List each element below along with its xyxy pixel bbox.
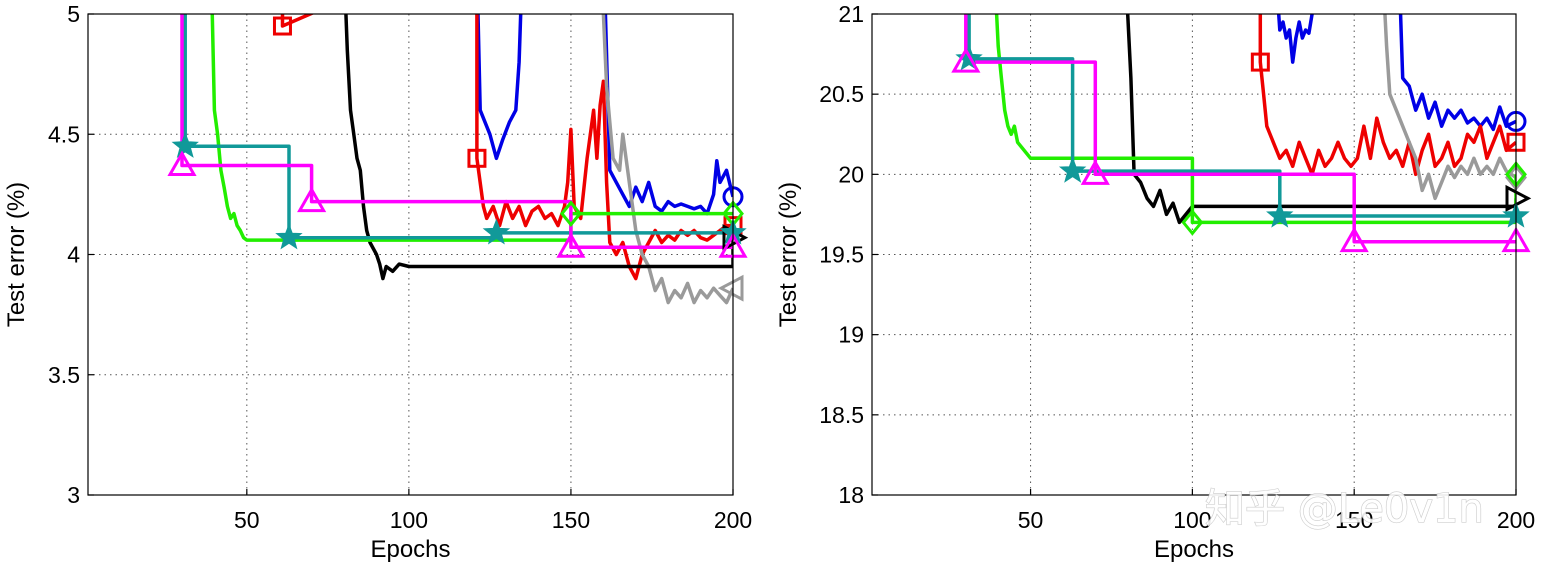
marker-triangle-right bbox=[1505, 184, 1532, 212]
series-line-gray bbox=[1383, 14, 1516, 201]
y-tick-label: 19.5 bbox=[819, 242, 864, 268]
y-tick-label: 18.5 bbox=[819, 402, 864, 428]
y-tick-label: 20.5 bbox=[819, 81, 864, 107]
series-line-gray bbox=[601, 14, 733, 305]
marker-diamond bbox=[1181, 209, 1204, 236]
watermark-text: 知乎 @Le0v1n bbox=[1205, 486, 1484, 532]
x-tick-label: 100 bbox=[390, 507, 428, 533]
x-tick-label: 200 bbox=[714, 507, 752, 533]
y-tick-label: 20 bbox=[838, 161, 864, 187]
x-tick-label: 100 bbox=[1173, 507, 1211, 533]
y-axis-label: Test error (%) bbox=[775, 182, 802, 327]
marker-star bbox=[171, 131, 199, 158]
marker-triangle-up bbox=[951, 47, 981, 73]
x-tick-label: 50 bbox=[234, 507, 260, 533]
x-axis-label: Epochs bbox=[1154, 536, 1234, 563]
x-tick-label: 200 bbox=[1497, 507, 1535, 533]
y-tick-label: 3 bbox=[67, 482, 80, 508]
y-tick-label: 19 bbox=[838, 322, 864, 348]
marker-triangle-up bbox=[297, 186, 327, 213]
y-tick-label: 21 bbox=[838, 1, 864, 27]
x-axis-label: Epochs bbox=[370, 536, 450, 563]
marker-star bbox=[1266, 201, 1294, 228]
marker-triangle-up bbox=[1080, 159, 1110, 185]
chart-panel-1: 50 100 150 200 3 3.5 4 4.5 5 Epochs Test error (%) bbox=[3, 1, 752, 563]
y-tick-label: 18 bbox=[838, 482, 864, 508]
marker-triangle-up bbox=[167, 150, 197, 177]
x-tick-label: 150 bbox=[1335, 507, 1373, 533]
y-tick-label: 4 bbox=[67, 242, 80, 268]
y-tick-label: 4.5 bbox=[48, 121, 80, 147]
series-line-black bbox=[344, 14, 733, 281]
marker-star bbox=[1058, 156, 1087, 183]
x-tick-label: 150 bbox=[552, 507, 590, 533]
marker-triangle-up bbox=[1339, 226, 1369, 253]
marker-triangle-up bbox=[556, 232, 586, 258]
y-tick-label: 3.5 bbox=[48, 362, 80, 388]
y-axis-label: Test error (%) bbox=[3, 182, 30, 327]
marker-square bbox=[1250, 52, 1270, 72]
marker-triangle-left bbox=[717, 274, 744, 302]
plot-area bbox=[872, 14, 1516, 495]
marker-star bbox=[275, 223, 303, 250]
chart-panel-2: 50 100 150 200 18 18.5 19 19.5 20 20.5 21 Epochs Tes… bbox=[775, 1, 1535, 563]
marker-square bbox=[467, 148, 487, 168]
series-line-red bbox=[1258, 14, 1516, 177]
series-line-magenta bbox=[180, 14, 733, 250]
marker-diamond bbox=[560, 200, 582, 227]
marker-star bbox=[482, 218, 511, 245]
marker-square bbox=[272, 16, 292, 36]
x-tick-label: 50 bbox=[1018, 507, 1044, 533]
y-tick-label: 5 bbox=[67, 1, 80, 27]
